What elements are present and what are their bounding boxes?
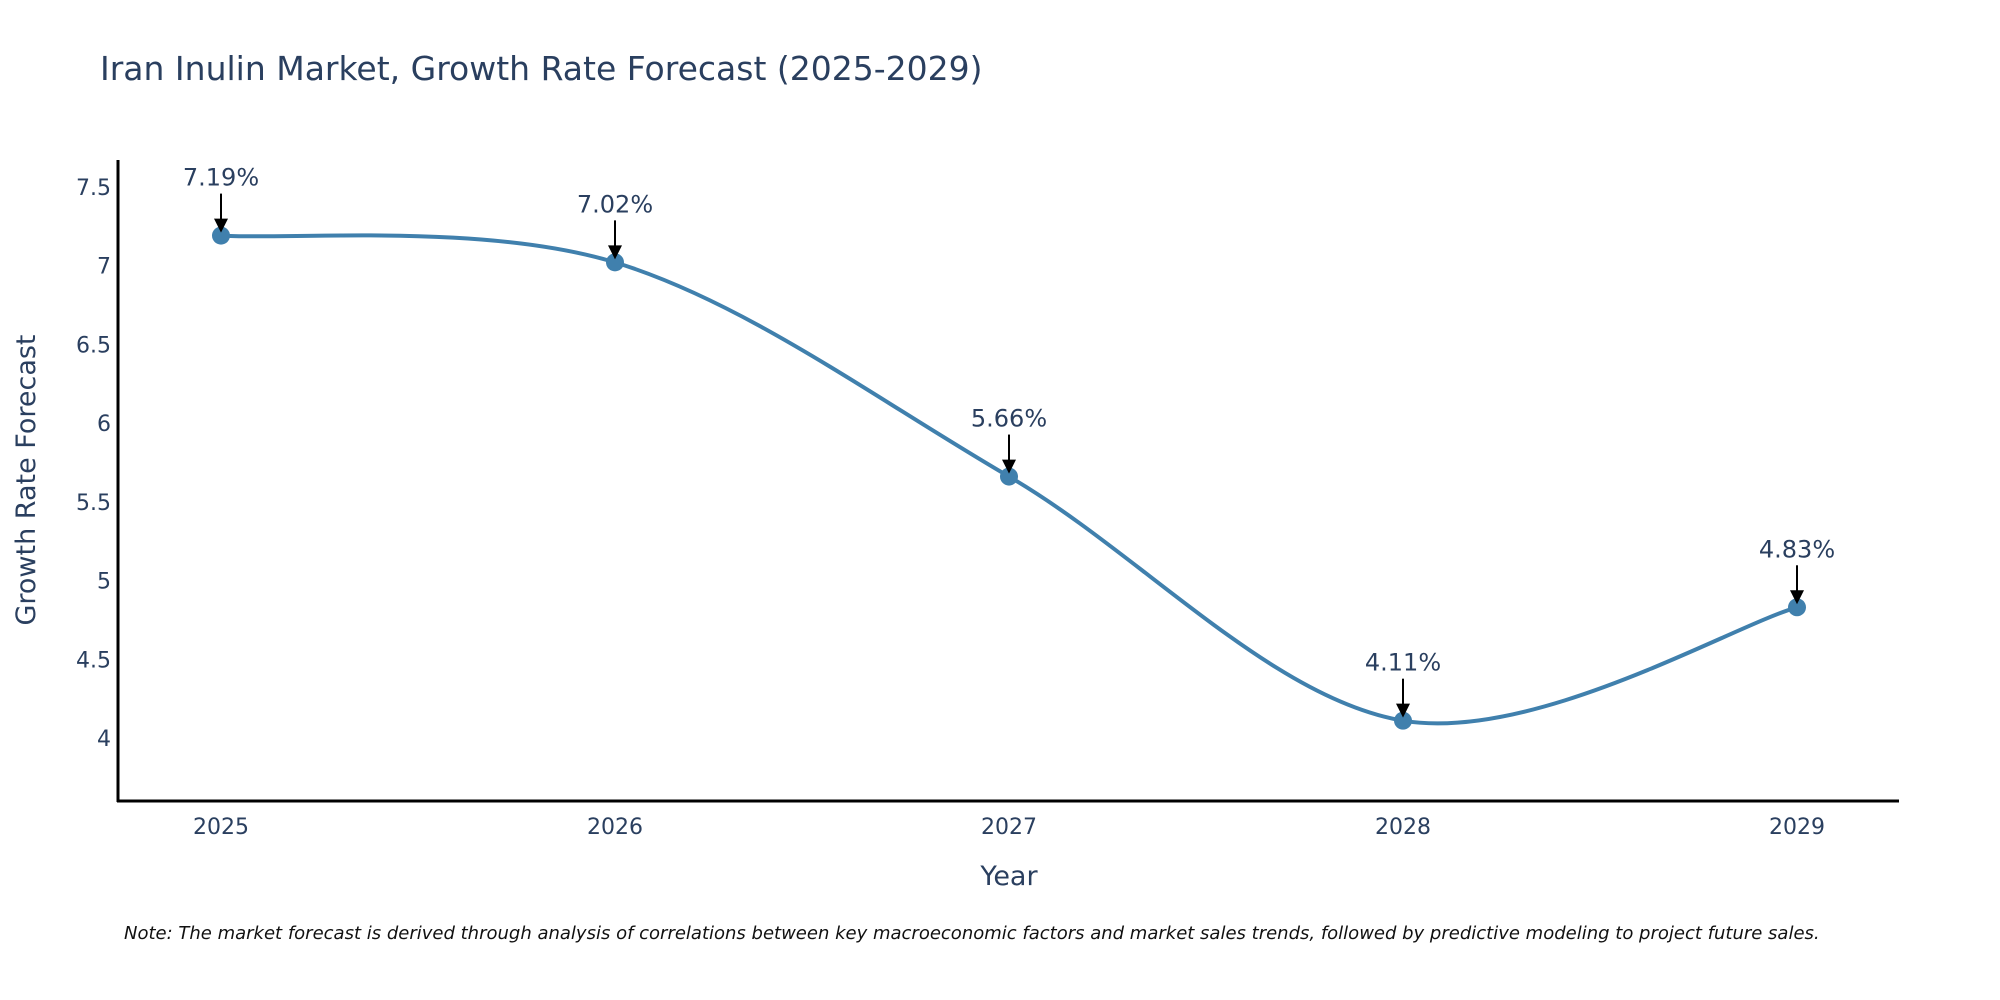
series-growth-rate [212,226,1806,730]
data-label-2025: 7.19% [183,164,259,192]
x-tick-label: 2029 [1769,815,1825,840]
x-tick-label: 2025 [193,815,249,840]
x-tick-label: 2028 [1375,815,1431,840]
chart-title: Iran Inulin Market, Growth Rate Forecast… [100,49,983,88]
data-point-2025[interactable] [212,226,230,245]
y-tick-label: 6 [97,412,111,437]
data-point-2029[interactable] [1788,598,1806,617]
x-axis: 2025 2026 2027 2028 2029 [193,815,1825,840]
x-tick-label: 2026 [587,815,643,840]
data-label-2029: 4.83% [1759,535,1835,563]
y-tick-label: 5.5 [76,491,111,516]
x-axis-title: Year [979,861,1038,892]
y-tick-label: 4.5 [76,648,111,673]
annotation-arrow-head [1790,590,1804,605]
footnote: Note: The market forecast is derived thr… [124,923,1820,944]
y-tick-label: 4 [97,727,111,752]
y-axis: 4 4.5 5 5.5 6 6.5 7 7.5 [76,176,111,752]
data-point-2028[interactable] [1394,711,1412,730]
y-tick-label: 7.5 [76,176,111,201]
x-tick-label: 2027 [981,815,1037,840]
data-point-2027[interactable] [1000,467,1018,486]
y-tick-label: 6.5 [76,333,111,358]
annotation-arrow-head [608,245,622,260]
data-labels: 7.19% 7.02% 5.66% 4.11% 4.83% [183,164,1835,718]
data-label-2028: 4.11% [1365,649,1441,677]
data-label-2027: 5.66% [971,405,1047,433]
annotation-arrow-head [1396,703,1410,718]
annotation-arrow-head [214,218,228,233]
y-tick-label: 7 [97,255,111,280]
data-point-2026[interactable] [606,253,624,272]
y-axis-title: Growth Rate Forecast [11,334,42,625]
annotation-arrow-head [1002,459,1016,474]
data-label-2026: 7.02% [577,190,653,218]
y-tick-label: 5 [97,570,111,595]
